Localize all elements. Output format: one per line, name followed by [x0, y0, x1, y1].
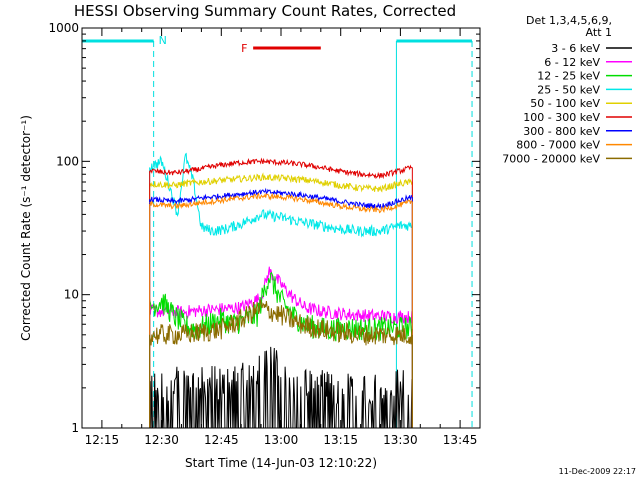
series-line [149, 172, 413, 193]
x-tick-label: 13:15 [323, 433, 358, 447]
x-tick-label: 13:30 [383, 433, 418, 447]
flare-label: F [241, 42, 247, 55]
legend-label: 50 - 100 keV [530, 97, 600, 110]
series-line [149, 192, 413, 214]
y-tick-label: 10 [64, 288, 79, 302]
legend-label: 12 - 25 keV [537, 70, 600, 83]
x-tick-label: 12:15 [85, 433, 120, 447]
legend-label: 300 - 800 keV [523, 125, 600, 138]
legend-label: 25 - 50 keV [537, 83, 600, 96]
footer-date: 11-Dec-2009 22:17 [559, 467, 636, 476]
legend-label: 100 - 300 keV [523, 111, 600, 124]
x-axis-label: Start Time (14-Jun-03 12:10:22) [185, 456, 377, 470]
series-line [149, 157, 413, 180]
series-line [149, 271, 413, 342]
x-axis: 12:15 12:30 12:45 13:00 13:15 13:30 13:45 [81, 28, 481, 447]
legend-header: Det 1,3,4,5,6,9, [526, 14, 612, 27]
y-tick-label: 100 [56, 154, 79, 168]
legend-header: Att 1 [586, 26, 612, 39]
series-line [149, 152, 413, 238]
y-axis: 1 10 100 1000 [48, 21, 480, 435]
x-tick-label: 12:45 [204, 433, 239, 447]
series-line [149, 266, 413, 324]
x-tick-label: 13:45 [443, 433, 478, 447]
night-label: N [159, 34, 167, 47]
x-tick-label: 13:00 [264, 433, 299, 447]
annotations: NF [82, 34, 473, 428]
legend-label: 7000 - 20000 keV [502, 152, 600, 165]
series-layer [149, 152, 413, 428]
chart-title: HESSI Observing Summary Count Rates, Cor… [74, 2, 456, 20]
y-tick-label: 1 [71, 421, 79, 435]
series-line [149, 299, 413, 346]
legend-label: 800 - 7000 keV [516, 139, 600, 152]
legend-label: 3 - 6 keV [551, 42, 600, 55]
plot-frame [81, 27, 481, 429]
y-axis-label: Corrected Count Rate (s⁻¹ detector⁻¹) [19, 115, 33, 341]
series-line [149, 346, 413, 428]
x-tick-label: 12:30 [144, 433, 179, 447]
legend-label: 6 - 12 keV [544, 56, 600, 69]
y-tick-label: 1000 [48, 21, 79, 35]
